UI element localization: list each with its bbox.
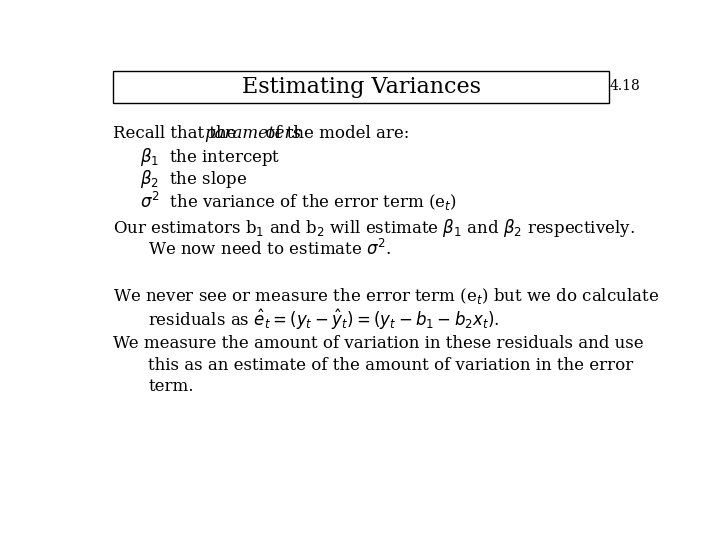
Text: Our estimators b$_1$ and b$_2$ will estimate $\beta_1$ and $\beta_2$ respectivel: Our estimators b$_1$ and b$_2$ will esti…	[113, 217, 635, 239]
Text: $\beta_2$  the slope: $\beta_2$ the slope	[140, 168, 248, 190]
Text: $\sigma^2$  the variance of the error term (e$_t$): $\sigma^2$ the variance of the error ter…	[140, 190, 457, 213]
Text: Estimating Variances: Estimating Variances	[242, 76, 481, 98]
Text: residuals as $\hat{e}_t = (y_t - \hat{y}_t) = (y_t - b_1 - b_2 x_t)$.: residuals as $\hat{e}_t = (y_t - \hat{y}…	[148, 307, 500, 332]
Text: We measure the amount of variation in these residuals and use: We measure the amount of variation in th…	[113, 335, 644, 352]
Text: parameters: parameters	[204, 125, 302, 142]
Text: $\beta_1$  the intercept: $\beta_1$ the intercept	[140, 146, 281, 168]
Text: We never see or measure the error term (e$_t$) but we do calculate: We never see or measure the error term (…	[113, 286, 660, 306]
Text: of the model are:: of the model are:	[261, 125, 410, 142]
Text: this as an estimate of the amount of variation in the error: this as an estimate of the amount of var…	[148, 356, 634, 374]
Text: Recall that the: Recall that the	[113, 125, 242, 142]
Text: 4.18: 4.18	[610, 79, 640, 93]
FancyBboxPatch shape	[113, 71, 609, 103]
Text: term.: term.	[148, 378, 194, 395]
Text: We now need to estimate $\sigma^2$.: We now need to estimate $\sigma^2$.	[148, 239, 392, 259]
